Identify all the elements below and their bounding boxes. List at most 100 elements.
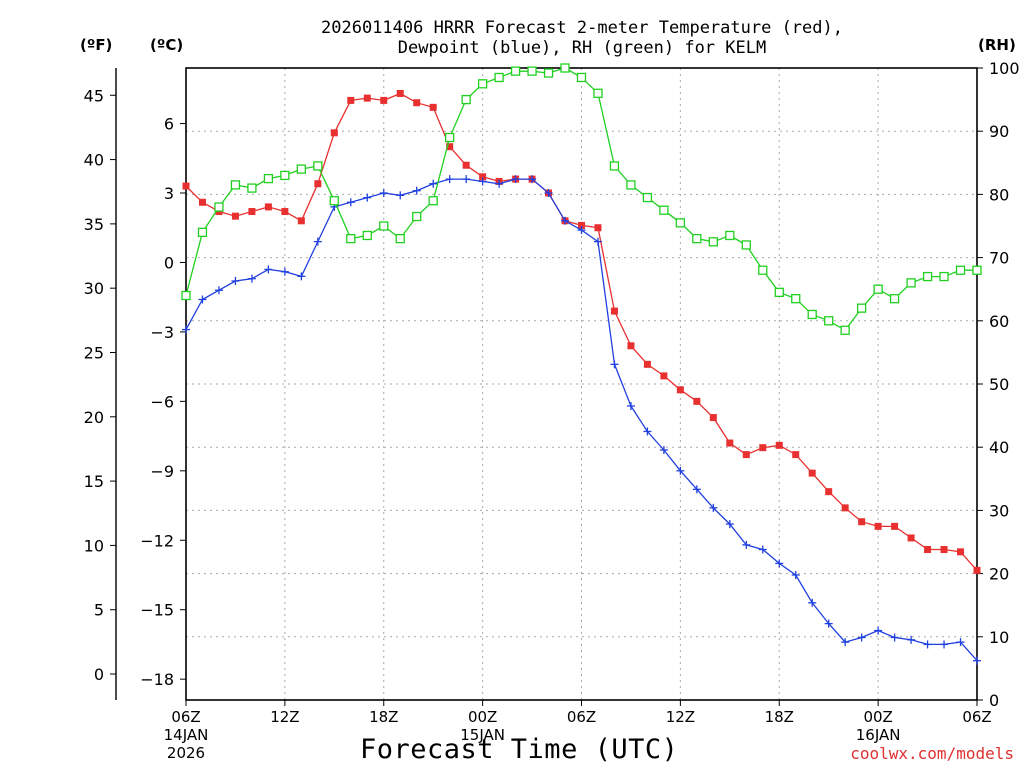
rh-point: [675, 218, 686, 228]
x-tick-year-label: 2026: [167, 744, 205, 762]
temperature-point: [643, 360, 651, 368]
dewpoint-point: [363, 193, 372, 202]
x-tick-label: 00Z: [863, 708, 892, 726]
x-tick-label: 12Z: [270, 708, 299, 726]
temperature-point: [264, 203, 272, 211]
rh-tick-label: 70: [989, 249, 1009, 268]
temperature-point: [330, 129, 338, 137]
rh-point: [412, 211, 422, 222]
rh-point: [906, 278, 916, 288]
dewpoint-point: [412, 186, 421, 195]
fahrenheit-tick-label: 25: [84, 343, 104, 362]
rh-point: [197, 227, 208, 237]
dewpoint-point: [247, 274, 256, 283]
series-rh: [181, 63, 982, 335]
fahrenheit-tick-label: 40: [84, 151, 104, 170]
dewpoint-point: [429, 179, 438, 188]
rh-point: [758, 265, 768, 275]
temperature-point: [479, 173, 487, 181]
dewpoint-point: [758, 545, 767, 554]
x-tick-label: 18Z: [765, 708, 794, 726]
dewpoint-point: [973, 656, 981, 665]
celsius-tick-label: −6: [150, 392, 174, 411]
chart-title-line1: 2026011406 HRRR Forecast 2-meter Tempera…: [321, 18, 843, 38]
dewpoint-point: [709, 503, 718, 512]
dewpoint-point: [280, 267, 289, 276]
rh-tick-label: 90: [989, 122, 1009, 141]
dewpoint-point: [742, 540, 751, 549]
rh-point: [725, 230, 735, 241]
rh-tick-label: 10: [989, 628, 1009, 647]
rh-point: [939, 271, 949, 282]
dewpoint-point: [841, 638, 850, 647]
rh-point: [313, 161, 323, 171]
fahrenheit-tick-label: 10: [84, 536, 104, 555]
dewpoint-point: [214, 286, 223, 295]
dewpoint-point: [577, 226, 586, 235]
temperature-point: [248, 208, 256, 216]
temperature-point: [446, 143, 454, 151]
temperature-point: [281, 208, 289, 216]
temperature-point: [347, 96, 355, 104]
rh-point: [576, 72, 587, 83]
dewpoint-point: [857, 633, 866, 642]
dewpoint-point: [907, 635, 916, 644]
fahrenheit-tick-label: 5: [94, 601, 104, 620]
rh-point: [428, 196, 438, 206]
rh-point: [708, 237, 718, 247]
dewpoint-point: [923, 640, 932, 649]
fahrenheit-tick-label: 20: [84, 408, 104, 427]
rh-point: [889, 294, 900, 304]
x-axis-label: Forecast Time (UTC): [360, 734, 679, 765]
dewpoint-point: [940, 640, 949, 649]
rh-point: [247, 183, 257, 193]
rh-point: [955, 265, 966, 275]
rh-point: [741, 240, 751, 250]
dewpoint-point: [692, 485, 701, 494]
dewpoint-point: [198, 295, 207, 304]
grid-lines: [186, 68, 977, 700]
temperature-point: [709, 414, 717, 422]
temperature-point: [907, 534, 915, 542]
temperature-point: [297, 217, 305, 225]
rh-point: [181, 290, 191, 301]
temperature-point: [874, 522, 882, 530]
x-tick-label: 06Z: [171, 708, 200, 726]
rh-point: [692, 233, 702, 244]
x-tick-date-label: 16JAN: [856, 726, 901, 744]
rh-point: [296, 164, 307, 174]
dewpoint-point: [808, 598, 817, 607]
temperature-point: [627, 342, 635, 350]
fahrenheit-tick-label: 15: [84, 472, 104, 491]
rh-point: [445, 132, 455, 143]
temperature-point: [775, 441, 783, 449]
credit-text: coolwx.com/models: [850, 744, 1014, 763]
dewpoint-point: [495, 179, 504, 188]
dewpoint-point: [478, 177, 487, 186]
rh-point: [774, 287, 784, 298]
dewpoint-point: [874, 626, 883, 635]
rh-point: [346, 233, 356, 244]
temperature-point: [940, 546, 948, 554]
temperature-point: [462, 161, 470, 169]
rh-point: [873, 284, 883, 294]
temperature-point: [924, 546, 932, 554]
temperature-point: [610, 307, 618, 315]
temperature-point: [198, 198, 206, 206]
fahrenheit-tick-label: 45: [84, 86, 104, 105]
rh-tick-label: 30: [989, 501, 1009, 520]
series-line-dewpoint: [185, 178, 978, 662]
rh-point: [609, 161, 620, 171]
dewpoint-point: [593, 237, 602, 246]
temperature-point: [973, 566, 981, 574]
rh-tick-label: 40: [989, 438, 1009, 457]
rh-tick-label: 60: [989, 312, 1009, 331]
temperature-point: [363, 94, 371, 102]
temperature-point: [676, 386, 684, 394]
rh-point: [379, 221, 389, 231]
x-tick-date-label: 15JAN: [460, 726, 505, 744]
dewpoint-point: [725, 520, 734, 529]
rh-tick-label: 50: [989, 375, 1009, 394]
rh-point: [329, 196, 339, 206]
